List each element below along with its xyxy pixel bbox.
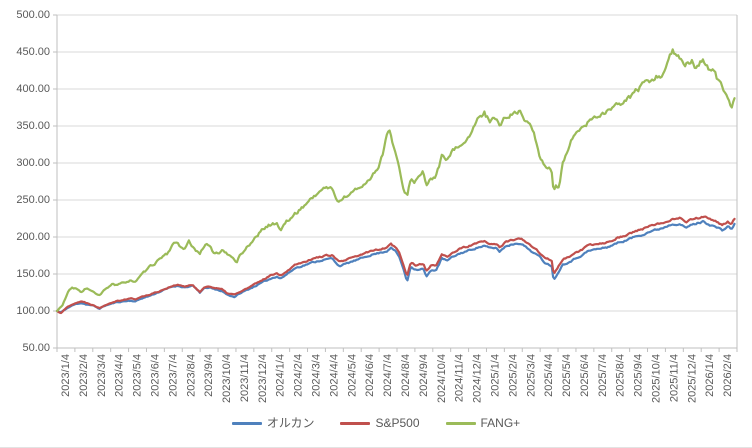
x-tick-label: 2024/11/4 [454, 354, 466, 402]
y-tick-label: 350.00 [16, 120, 50, 132]
x-tick-label: 2024/10/4 [436, 354, 448, 403]
series-line-orukan [55, 219, 736, 314]
legend-item-orukan[interactable]: オルカン [231, 416, 315, 430]
x-tick-label: 2023/9/4 [203, 354, 215, 397]
y-tick-label: 300.00 [16, 157, 50, 169]
x-tick-label: 2024/3/4 [311, 354, 323, 397]
x-tick-label: 2025/11/4 [668, 354, 680, 402]
x-tick-label: 2023/8/4 [185, 354, 197, 397]
x-tick-label: 2023/4/4 [114, 354, 126, 397]
legend-item-sp500[interactable]: S&P500 [340, 416, 420, 430]
y-tick-label: 500.00 [16, 9, 50, 21]
x-tick-label: 2025/9/4 [633, 354, 645, 397]
x-tick-label: 2024/12/4 [472, 354, 484, 403]
x-tick-label: 2024/6/4 [364, 354, 376, 397]
x-tick-label: 2023/7/4 [167, 354, 179, 397]
x-tick-label: 2023/12/4 [257, 354, 269, 403]
x-tick-label: 2025/1/4 [489, 354, 501, 397]
x-tick-label: 2024/9/4 [418, 354, 430, 397]
x-tick-label: 2025/10/4 [651, 354, 663, 403]
legend-label: FANG+ [480, 416, 521, 430]
y-tick-label: 50.00 [22, 342, 50, 354]
y-tick-label: 450.00 [16, 46, 50, 58]
x-tick-label: 2026/1/4 [704, 354, 716, 397]
x-tick-label: 2025/2/4 [507, 354, 519, 397]
y-tick-label: 150.00 [16, 268, 50, 280]
x-tick-label: 2023/3/4 [96, 354, 108, 397]
y-tick-label: 200.00 [16, 231, 50, 243]
x-tick-label: 2024/7/4 [382, 354, 394, 397]
x-tick-label: 2025/8/4 [615, 354, 627, 397]
legend-label: S&P500 [375, 416, 420, 430]
x-tick-label: 2023/1/4 [60, 354, 72, 397]
x-tick-label: 2024/8/4 [400, 354, 412, 397]
chart-legend: オルカン S&P500 FANG+ [0, 416, 752, 430]
series-line-fangplus [55, 48, 736, 313]
x-tick-label: 2025/5/4 [561, 354, 573, 397]
x-tick-label: 2024/4/4 [328, 354, 340, 397]
x-tick-label: 2023/2/4 [78, 354, 90, 397]
legend-item-fangplus[interactable]: FANG+ [445, 416, 521, 430]
x-tick-label: 2026/2/4 [722, 354, 734, 397]
y-tick-label: 100.00 [16, 305, 50, 317]
x-tick-label: 2025/7/4 [597, 354, 609, 397]
y-tick-label: 250.00 [16, 194, 50, 206]
legend-line-swatch-blue [231, 421, 262, 425]
x-tick-label: 2023/11/4 [239, 354, 251, 402]
x-tick-label: 2023/6/4 [149, 354, 161, 397]
x-tick-label: 2023/10/4 [221, 354, 233, 403]
legend-line-swatch-red [340, 421, 371, 425]
legend-label: オルカン [266, 416, 315, 430]
x-tick-label: 2024/1/4 [275, 354, 287, 397]
x-tick-label: 2024/5/4 [346, 354, 358, 397]
x-tick-label: 2025/4/4 [543, 354, 555, 397]
x-tick-label: 2023/5/4 [132, 354, 144, 397]
x-tick-label: 2025/3/4 [525, 354, 537, 397]
series-line-sp500 [55, 215, 736, 315]
x-tick-label: 2025/6/4 [579, 354, 591, 397]
x-tick-label: 2025/12/4 [686, 354, 698, 403]
legend-line-swatch-green [445, 421, 476, 425]
x-tick-label: 2024/2/4 [293, 354, 305, 397]
y-tick-label: 400.00 [16, 83, 50, 95]
